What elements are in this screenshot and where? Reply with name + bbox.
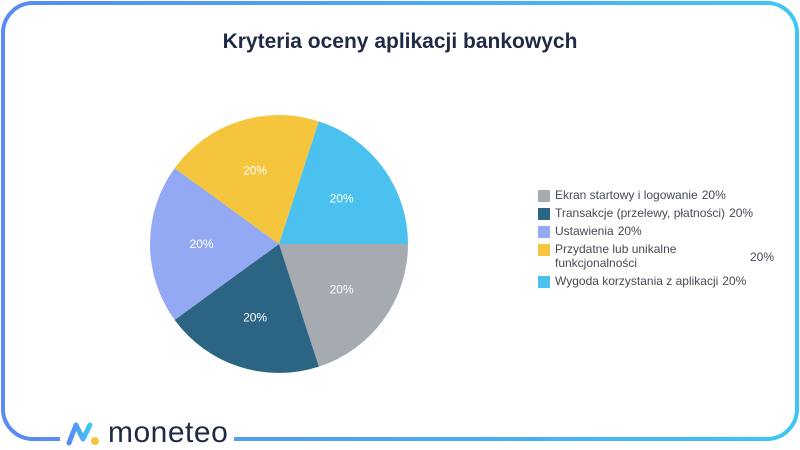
legend-label: Ekran startowy i logowanie	[555, 188, 698, 202]
legend-value: 20%	[617, 224, 642, 238]
legend-item: Ustawienia 20%	[538, 224, 778, 238]
legend-label: Ustawienia	[555, 224, 614, 238]
brand: moneteo	[60, 416, 235, 449]
legend-value: 20%	[722, 274, 747, 288]
legend-item: Ekran startowy i logowanie 20%	[538, 188, 778, 202]
legend-label: Przydatne lub unikalne funkcjonalności	[555, 242, 677, 270]
legend-item: Wygoda korzystania z aplikacji 20%	[538, 274, 778, 288]
legend-value: 20%	[729, 206, 754, 220]
pie-slice	[279, 244, 408, 367]
legend-label: Transakcje (przelewy, płatności)	[555, 206, 726, 220]
moneteo-logo-icon	[66, 422, 99, 446]
pie-slice	[174, 114, 319, 244]
chart-title: Kryteria oceny aplikacji bankowych	[222, 30, 578, 53]
brand-name: moneteo	[108, 416, 229, 449]
legend-swatch	[538, 244, 550, 256]
pie-slice	[174, 244, 319, 373]
pie-slice	[279, 121, 408, 244]
legend-swatch	[538, 276, 550, 288]
legend-swatch	[538, 208, 550, 220]
slice-data-label: 20%	[330, 192, 354, 206]
chart-legend: Ekran startowy i logowanie 20% Transakcje …	[538, 188, 778, 292]
pie-slice	[149, 168, 279, 320]
legend-label: Wygoda korzystania z aplikacji	[555, 274, 719, 288]
legend-item: Przydatne lub unikalne funkcjonalności 20…	[538, 242, 778, 270]
legend-swatch	[538, 226, 550, 238]
legend-value: 20%	[701, 188, 726, 202]
slice-data-label: 20%	[190, 237, 214, 251]
legend-item: Transakcje (przelewy, płatności) 20%	[538, 206, 778, 220]
slice-data-label: 20%	[243, 311, 267, 325]
slice-data-label: 20%	[330, 282, 354, 296]
slice-data-label: 20%	[243, 163, 267, 177]
legend-value: 20%	[749, 250, 774, 264]
legend-swatch	[538, 190, 550, 202]
